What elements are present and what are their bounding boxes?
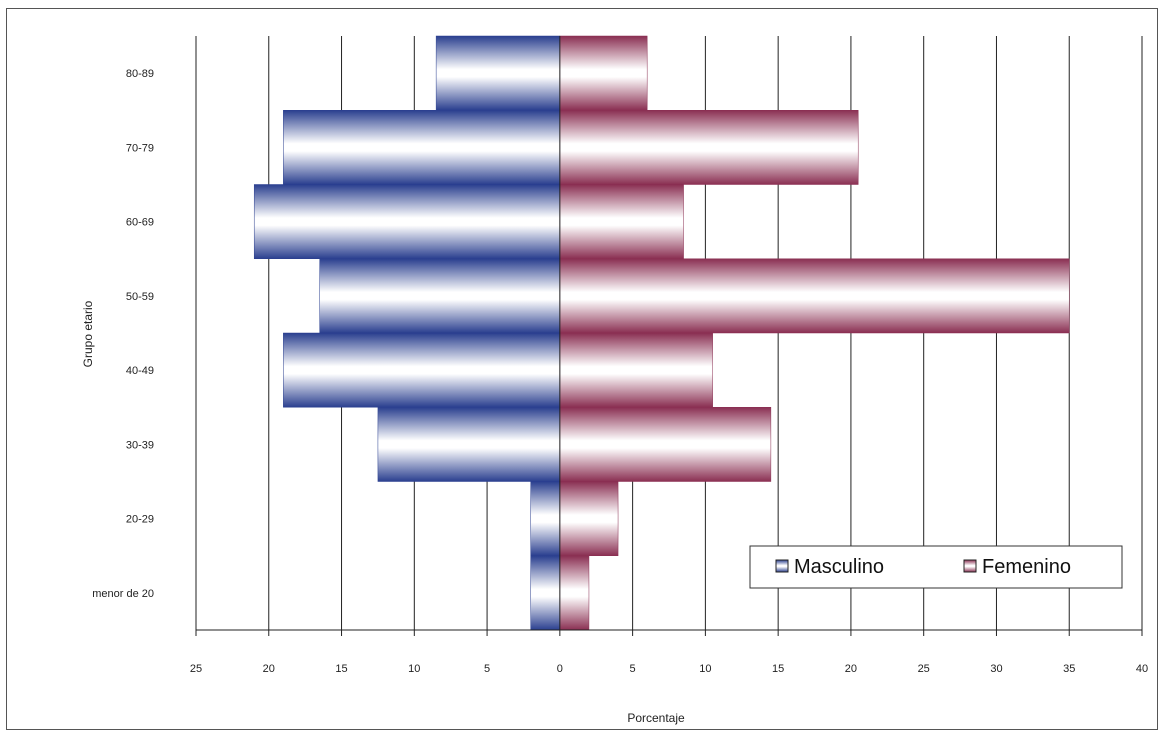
bar-femenino (559, 481, 619, 556)
bar-masculino (283, 332, 561, 408)
x-tick-label: 25 (918, 663, 930, 675)
x-tick-label: 15 (772, 663, 784, 675)
y-tick-label: 20-29 (126, 514, 154, 526)
x-tick-label: 20 (263, 663, 275, 675)
y-tick-label: 70-79 (126, 142, 154, 154)
bar-masculino (283, 110, 561, 185)
x-tick-label: 30 (990, 663, 1002, 675)
x-tick-label: 0 (557, 663, 563, 675)
x-tick-label: 25 (190, 663, 202, 675)
x-tick-label: 15 (335, 663, 347, 675)
bar-masculino (377, 407, 561, 482)
legend-swatch-femenino (963, 559, 977, 573)
axes (195, 36, 1143, 636)
y-tick-label: 80-89 (126, 68, 154, 80)
y-tick-label: 60-69 (126, 217, 154, 229)
bar-femenino (559, 35, 648, 111)
legend-swatch-masculino (775, 559, 789, 573)
x-tick-label: 10 (699, 663, 711, 675)
x-axis-title: Porcentaje (627, 711, 685, 725)
legend-label-masculino: Masculino (794, 556, 884, 578)
x-tick-label: 5 (484, 663, 490, 675)
tick-labels: 25 20 15 10 5 0 5 10 15 20 25 30 35 40 menor de 20 20-2… (92, 68, 1148, 675)
bar-femenino (559, 110, 859, 185)
y-axis-title: Grupo etario (81, 300, 95, 367)
bar-masculino (435, 35, 561, 111)
x-tick-label: 40 (1136, 663, 1148, 675)
bar-femenino (559, 184, 684, 259)
legend-box (749, 545, 1123, 589)
x-tick-label: 35 (1063, 663, 1075, 675)
legend-label-femenino: Femenino (982, 556, 1071, 578)
y-tick-label: 30-39 (126, 439, 154, 451)
y-tick-label: 50-59 (126, 291, 154, 303)
legend: Masculino Femenino (749, 545, 1123, 589)
y-tick-label: menor de 20 (92, 588, 154, 600)
x-tick-label: 10 (408, 663, 420, 675)
bars (253, 35, 1070, 631)
y-tick-label: 40-49 (126, 365, 154, 377)
x-tick-label: 20 (845, 663, 857, 675)
bar-femenino (559, 258, 1070, 334)
x-tick-label: 5 (630, 663, 636, 675)
bar-femenino (559, 555, 590, 631)
bar-masculino (319, 258, 561, 334)
bar-femenino (559, 407, 772, 482)
bar-masculino (530, 555, 561, 631)
bar-femenino (559, 332, 713, 408)
bar-masculino (530, 481, 561, 556)
bar-masculino (253, 184, 561, 259)
